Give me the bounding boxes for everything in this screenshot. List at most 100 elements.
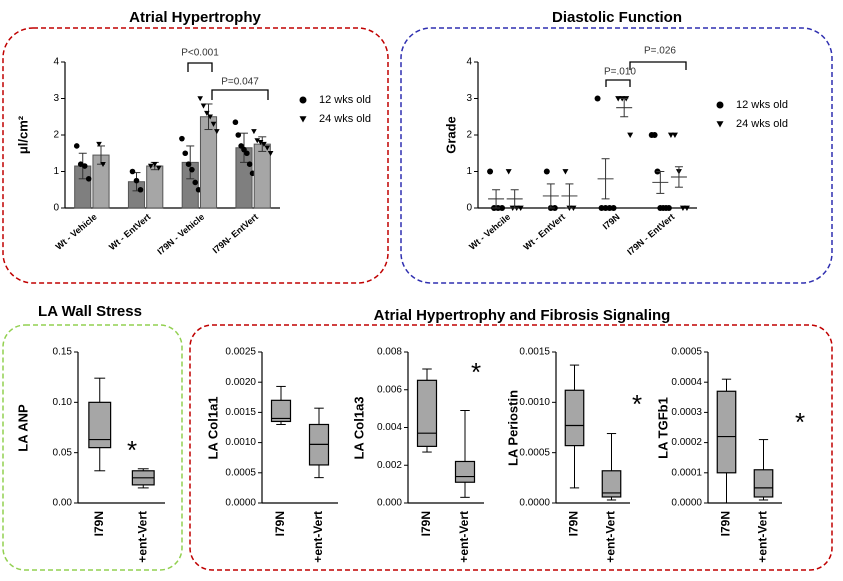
y-tick-label: 0.0004 [671, 377, 702, 388]
y-axis-label: LA Col1a1 [205, 396, 220, 459]
y-tick-label: 0.004 [377, 422, 402, 433]
data-point [129, 168, 136, 175]
data-point [543, 168, 550, 175]
y-tick-label: 0.0010 [225, 437, 256, 448]
x-tick-label: +ent-Vert [311, 511, 325, 563]
annotation: * [795, 407, 805, 437]
significance-bracket [629, 61, 687, 70]
y-tick-label: 0.0025 [225, 347, 256, 358]
x-tick-label: I79N [719, 511, 733, 536]
section-title: LA Wall Stress [38, 303, 142, 320]
x-tick-label: I79N [273, 511, 287, 536]
panel-frame [189, 324, 833, 571]
y-axis-label: μl/cm² [15, 115, 30, 154]
y-tick-label: 2 [466, 130, 472, 141]
section-title: Atrial Hypertrophy and Fibrosis Signalin… [374, 307, 671, 324]
y-tick-label: 0.002 [377, 460, 402, 471]
data-point [81, 163, 88, 169]
y-tick-label: 0.0005 [519, 447, 550, 458]
y-axis-label: LA Col1a3 [351, 396, 366, 459]
legend-marker [299, 96, 307, 104]
data-point [244, 150, 250, 157]
x-tick-label: I79N - Vehicle [155, 212, 206, 257]
y-tick-label: 0.0020 [225, 377, 256, 388]
y-tick-label: 0.0015 [519, 347, 550, 358]
panel-frame [2, 324, 183, 571]
data-point [517, 205, 524, 211]
y-tick-label: 0 [466, 203, 472, 214]
x-tick-label: I79N [419, 511, 433, 536]
y-tick-label: 0.0000 [519, 498, 550, 509]
data-point [189, 166, 195, 173]
data-point [85, 176, 92, 182]
x-tick-label: +ent-Vert [604, 511, 618, 563]
x-tick-label: +ent-Vert [135, 511, 149, 563]
data-point [192, 179, 199, 186]
data-point [594, 95, 601, 102]
y-tick-label: 0.0002 [671, 437, 702, 448]
y-tick-label: 1 [53, 166, 59, 177]
significance-bracket [605, 79, 631, 87]
legend-marker [716, 101, 724, 109]
data-point [137, 186, 144, 193]
x-tick-label: Wt - EntVert [521, 212, 566, 252]
data-point [251, 129, 257, 135]
data-point [185, 161, 192, 167]
data-point [499, 205, 506, 211]
y-axis-label: Grade [443, 116, 458, 154]
data-point [562, 169, 569, 175]
data-point [257, 140, 264, 146]
data-point [182, 150, 189, 157]
data-point [264, 145, 271, 151]
box [564, 389, 585, 447]
chart-title: Diastolic Function [552, 9, 682, 26]
data-point [100, 161, 106, 167]
y-tick-label: 0.0001 [671, 467, 702, 478]
y-tick-label: 0.0000 [225, 498, 256, 509]
data-point [214, 129, 220, 135]
legend-label: 12 wks old [319, 94, 371, 106]
box [88, 401, 112, 449]
y-axis-label: LA TGFb1 [655, 397, 670, 459]
y-tick-label: 0.15 [53, 347, 73, 358]
box [753, 469, 774, 498]
data-point [235, 132, 242, 138]
data-point [200, 103, 207, 109]
y-tick-label: 0.10 [53, 397, 73, 408]
legend-marker [716, 121, 724, 128]
data-point [254, 138, 261, 144]
box [601, 470, 622, 498]
data-point [671, 132, 678, 138]
data-point [487, 168, 494, 175]
data-point [267, 151, 274, 157]
bar [146, 165, 164, 209]
data-point [151, 161, 158, 167]
data-point [147, 163, 154, 169]
data-point [615, 96, 622, 102]
bar [199, 116, 218, 209]
legend-label: 24 wks old [319, 113, 371, 125]
data-point [627, 132, 634, 138]
box [270, 399, 292, 423]
y-tick-label: 4 [466, 57, 472, 68]
data-point [610, 205, 617, 211]
data-point [651, 132, 658, 138]
data-point [683, 205, 690, 211]
annotation: * [632, 389, 642, 419]
y-tick-label: 0.0005 [671, 347, 702, 358]
x-tick-label: I79N [92, 511, 106, 536]
data-point [155, 165, 162, 171]
legend-label: 24 wks old [736, 118, 788, 130]
annotation: * [471, 357, 481, 387]
x-tick-label: Wt - EntVert [107, 212, 152, 252]
data-point [246, 161, 253, 167]
y-tick-label: 3 [466, 93, 472, 104]
data-point [232, 119, 239, 126]
legend-marker [299, 116, 307, 123]
y-tick-label: 2 [53, 130, 59, 141]
significance-bracket [187, 62, 213, 72]
data-point [261, 141, 267, 147]
y-axis-label: LA Periostin [505, 390, 520, 466]
y-tick-label: 0.0010 [519, 397, 550, 408]
